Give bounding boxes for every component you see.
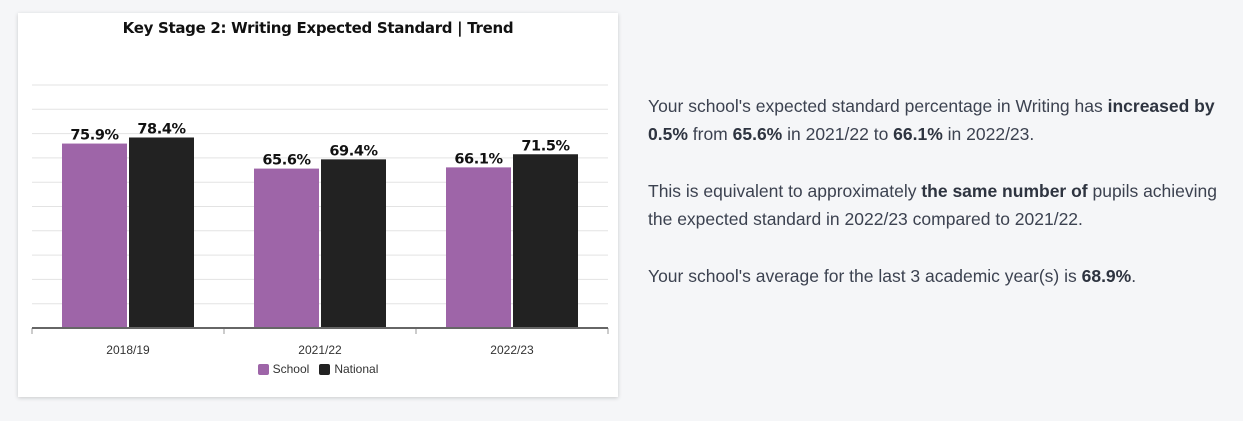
legend-swatch-national [319,363,331,375]
summary-text-fragment: Your school's expected standard percenta… [648,96,1108,116]
bar-school-2021-22 [254,168,319,328]
summary-text-fragment: pupils achieving the expected standard i… [648,181,1218,229]
x-tick-label: 2018/19 [106,343,150,357]
summary-paragraph-average: Your school's average for the last 3 aca… [648,262,1238,290]
bar-national-2022-23 [513,154,578,328]
data-label: 69.4% [329,143,378,159]
legend-label-school: School [272,362,310,376]
summary-text-fragment: from [687,124,733,144]
chart-title: Key Stage 2: Writing Expected Standard |… [122,19,514,37]
legend-label-national: National [334,362,379,376]
summary-current-value: 66.1% [893,124,943,144]
summary-average-value: 68.9% [1081,266,1132,286]
x-tick-label: 2021/22 [298,343,342,357]
summary-text: Your school's expected standard percenta… [648,92,1238,319]
data-label: 71.5% [521,138,570,154]
bar-national-2018-19 [129,137,194,328]
bar-school-2018-19 [62,143,127,328]
chart-card: Key Stage 2: Writing Expected Standard |… [18,13,618,397]
summary-paragraph-pupils: This is equivalent to approximately the … [648,177,1238,233]
summary-text-fragment: This is equivalent to approximately [648,181,922,201]
bar-chart: 75.9% 78.4% 2018/19 65.6% 69.4% 2021/22 66.1% 7… [31,84,609,357]
data-label: 75.9% [70,128,119,144]
data-label: 78.4% [137,121,186,137]
summary-change-value: increased by 0.5% [648,96,1215,144]
summary-text-fragment: in 2021/22 to [782,124,894,144]
legend-item-national[interactable]: National [319,362,378,376]
summary-previous-value: 65.6% [732,124,783,144]
data-label: 66.1% [454,151,503,167]
summary-pupils-comparison: the same number of [921,181,1088,201]
legend-swatch-school [257,363,269,375]
summary-text-fragment: . [1131,266,1137,286]
data-label: 65.6% [262,153,311,169]
bar-school-2022-23 [446,167,511,328]
summary-text-fragment: Your school's average for the last 3 aca… [648,266,1082,286]
chart-legend: School National [18,362,618,376]
summary-paragraph-change: Your school's expected standard percenta… [648,92,1238,148]
legend-item-school[interactable]: School [257,362,310,376]
summary-text-fragment: in 2022/23. [942,124,1035,144]
bar-national-2021-22 [321,159,386,328]
x-tick-label: 2022/23 [490,343,534,357]
